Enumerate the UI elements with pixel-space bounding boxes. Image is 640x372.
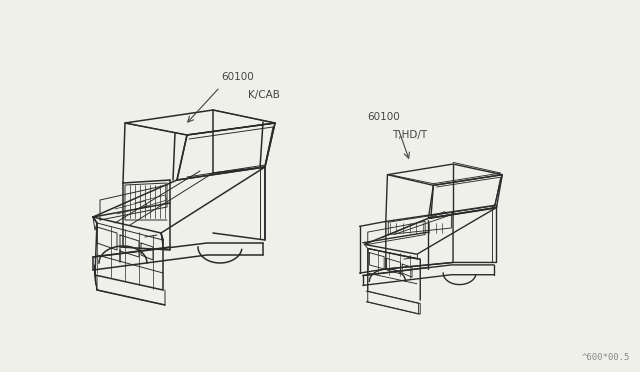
- Text: K/CAB: K/CAB: [248, 90, 280, 100]
- Text: 60100: 60100: [221, 72, 253, 82]
- Text: ^600*00.5: ^600*00.5: [582, 353, 630, 362]
- Text: 60100: 60100: [367, 112, 400, 122]
- Text: T,HD/T: T,HD/T: [392, 130, 427, 140]
